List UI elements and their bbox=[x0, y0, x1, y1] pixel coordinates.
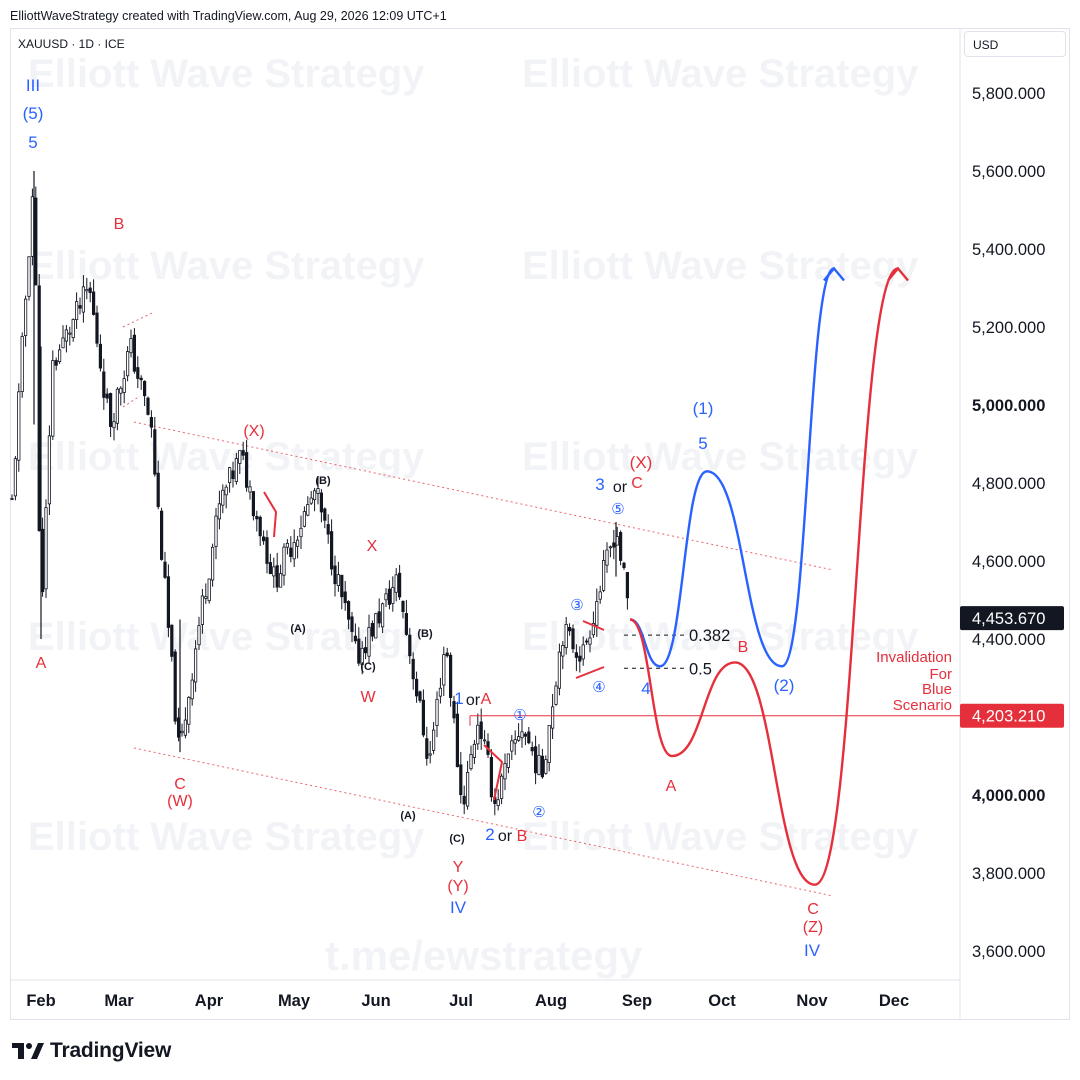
symbol-legend[interactable]: XAUUSD · 1D · ICE bbox=[18, 37, 125, 51]
tradingview-logo-text: TradingView bbox=[50, 1039, 172, 1062]
tradingview-logo-icon bbox=[12, 1041, 44, 1061]
chart-credit: ElliottWaveStrategy created with Trading… bbox=[10, 9, 447, 23]
tradingview-logo[interactable]: TradingView bbox=[12, 1038, 171, 1064]
chart-frame bbox=[10, 28, 1070, 1020]
currency-button[interactable]: USD bbox=[964, 31, 1066, 57]
